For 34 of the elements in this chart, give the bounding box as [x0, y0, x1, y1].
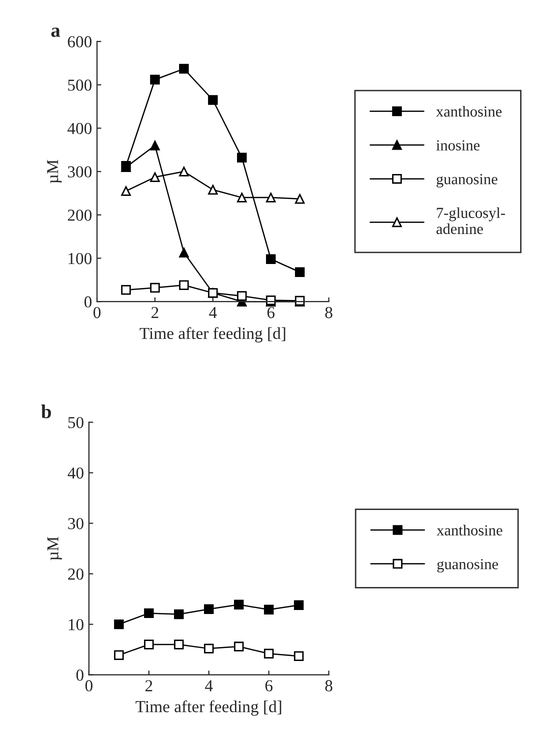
y-tick-label: 20 [68, 568, 84, 580]
x-tick-label: 2 [152, 306, 158, 318]
legend-label: guanosine [436, 174, 498, 188]
y-tick-label: 0 [84, 296, 92, 308]
y-tick-label: 400 [67, 122, 92, 134]
y-tick-label: 500 [68, 80, 92, 91]
legend-label: xanthosine [436, 524, 502, 536]
y-axis-title: µM [47, 536, 62, 560]
legend-label: guanosine [437, 559, 498, 572]
x-tick-label: 0 [93, 306, 101, 318]
y-tick-label: 200 [68, 210, 92, 221]
legend-label: xanthosine [436, 106, 502, 117]
x-tick-label: 4 [209, 307, 217, 318]
x-tick-label: 8 [325, 680, 332, 692]
y-tick-label: 600 [68, 36, 92, 48]
text: a [51, 28, 60, 37]
x-tick-label: 4 [205, 680, 213, 692]
y-tick-label: 40 [68, 467, 84, 479]
x-tick-label: 8 [325, 306, 332, 318]
y-tick-label: 50 [68, 416, 84, 428]
text: b [41, 404, 51, 418]
y-tick-label: 30 [68, 518, 84, 530]
x-tick-label: 2 [145, 680, 152, 692]
y-tick-label: 100 [68, 252, 92, 264]
x-axis-title: Time after feeding [d] [136, 700, 282, 716]
y-tick-label: 0 [76, 670, 84, 681]
legend-label: 7-glucosyl- adenine [436, 207, 505, 234]
x-tick-label: 6 [265, 680, 272, 692]
legend-label: inosine [436, 140, 480, 151]
x-tick-label: 6 [267, 306, 275, 318]
y-axis-title: µM [47, 160, 62, 184]
y-tick-label: 10 [68, 619, 84, 630]
x-axis-title: Time after feeding [d] [140, 327, 286, 342]
y-tick-label: 300 [68, 166, 92, 178]
